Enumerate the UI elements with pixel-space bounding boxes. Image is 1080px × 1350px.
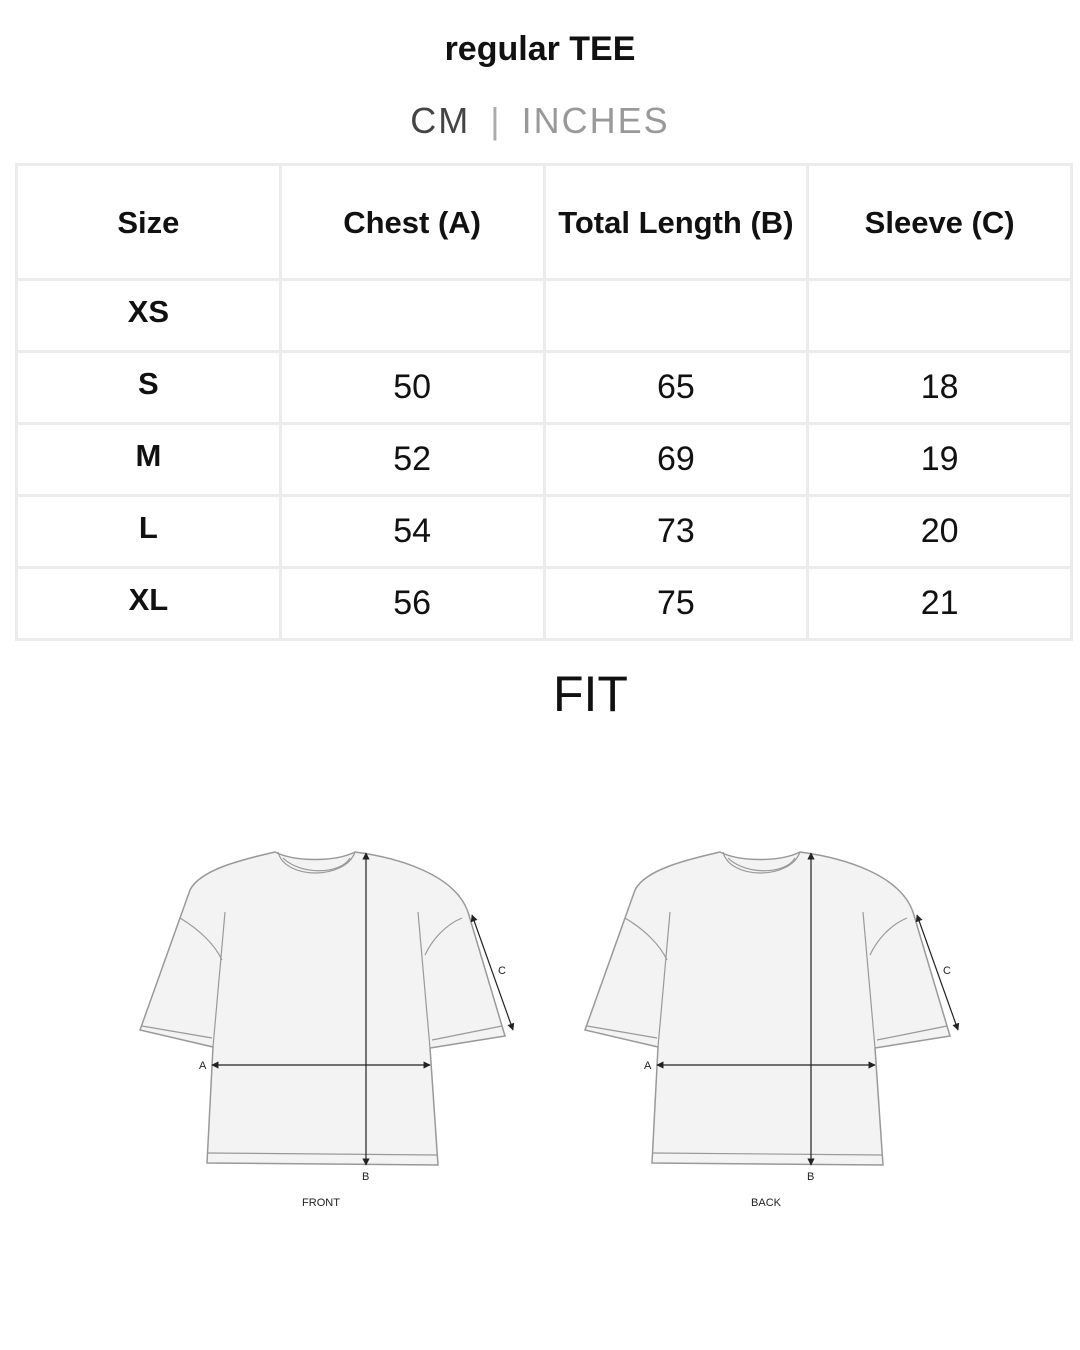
table-row: XS [15, 278, 1073, 353]
size-cell: S [15, 350, 282, 425]
fit-heading: FIT [553, 666, 628, 722]
marker-a-front: A [199, 1060, 207, 1072]
marker-b-back: B [807, 1171, 814, 1183]
unit-inches-button[interactable]: INCHES [521, 100, 670, 141]
measurement-cell: 19 [806, 422, 1073, 497]
marker-c-front: C [498, 965, 506, 977]
unit-separator: | [490, 100, 502, 141]
unit-toggle: CM | INCHES [0, 100, 1080, 142]
measurement-cell: 52 [278, 422, 546, 497]
size-cell: L [15, 494, 282, 569]
table-row: S 50 65 18 [15, 350, 1073, 425]
page-title: regular TEE [444, 30, 636, 68]
measurement-cell [542, 278, 810, 353]
measurement-cell: 54 [278, 494, 546, 569]
table-row: XL 56 75 21 [15, 566, 1073, 641]
marker-c-back: C [943, 965, 951, 977]
column-header: Chest (A) [278, 163, 546, 281]
marker-b-front: B [362, 1171, 369, 1183]
table-row: L 54 73 20 [15, 494, 1073, 569]
size-cell: XS [15, 278, 282, 353]
front-tee-drawing [140, 852, 513, 1165]
size-cell: XL [15, 566, 282, 641]
measurement-cell: 73 [542, 494, 810, 569]
measurement-cell [278, 278, 546, 353]
measurement-cell: 20 [806, 494, 1073, 569]
measurement-cell [806, 278, 1073, 353]
unit-cm-button[interactable]: CM [410, 100, 471, 141]
measurement-cell: 69 [542, 422, 810, 497]
measurement-cell: 21 [806, 566, 1073, 641]
measurement-cell: 75 [542, 566, 810, 641]
marker-a-back: A [644, 1060, 652, 1072]
measurement-cell: 56 [278, 566, 546, 641]
back-tee-drawing [585, 852, 958, 1165]
table-row: M 52 69 19 [15, 422, 1073, 497]
size-cell: M [15, 422, 282, 497]
back-label: BACK [751, 1197, 782, 1209]
column-header: Size [15, 163, 282, 281]
column-header: Sleeve (C) [806, 163, 1073, 281]
column-header: Total Length (B) [542, 163, 810, 281]
front-label: FRONT [302, 1197, 340, 1209]
measurement-cell: 65 [542, 350, 810, 425]
size-chart-table: Size Chest (A) Total Length (B) Sleeve (C) … [15, 163, 1073, 641]
measurement-cell: 18 [806, 350, 1073, 425]
measurement-cell: 50 [278, 350, 546, 425]
